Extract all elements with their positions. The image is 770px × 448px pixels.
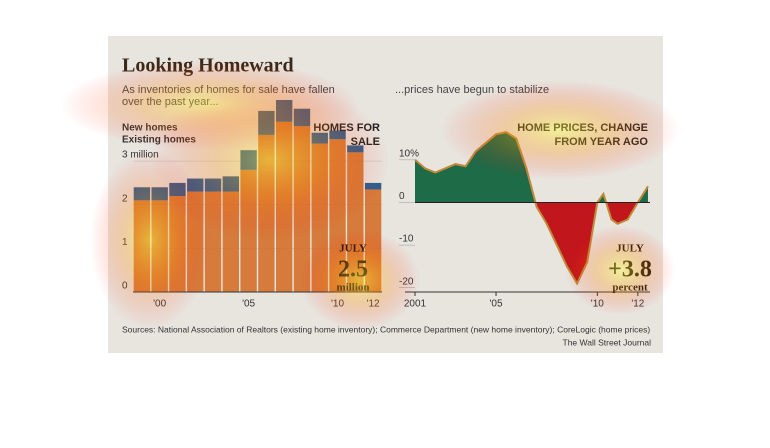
heat-blob: [440, 80, 680, 180]
y-tick-label: 10%: [399, 148, 419, 159]
x-tick-label: 2001: [404, 299, 427, 310]
heat-blob: [565, 225, 675, 315]
line: [414, 131, 649, 286]
x-tick-label: '05: [242, 299, 255, 310]
source: Sources: National Association of Realtor…: [122, 324, 650, 334]
y-tick-label: -10: [399, 234, 414, 245]
heat-blob: [300, 230, 420, 330]
heat-blob: [90, 150, 210, 330]
heatmap: [60, 60, 680, 330]
y-tick-label: 0: [399, 191, 405, 202]
heat-blob: [150, 80, 390, 240]
credit: The Wall Street Journal: [563, 337, 652, 347]
x-tick-label: '05: [490, 299, 503, 310]
